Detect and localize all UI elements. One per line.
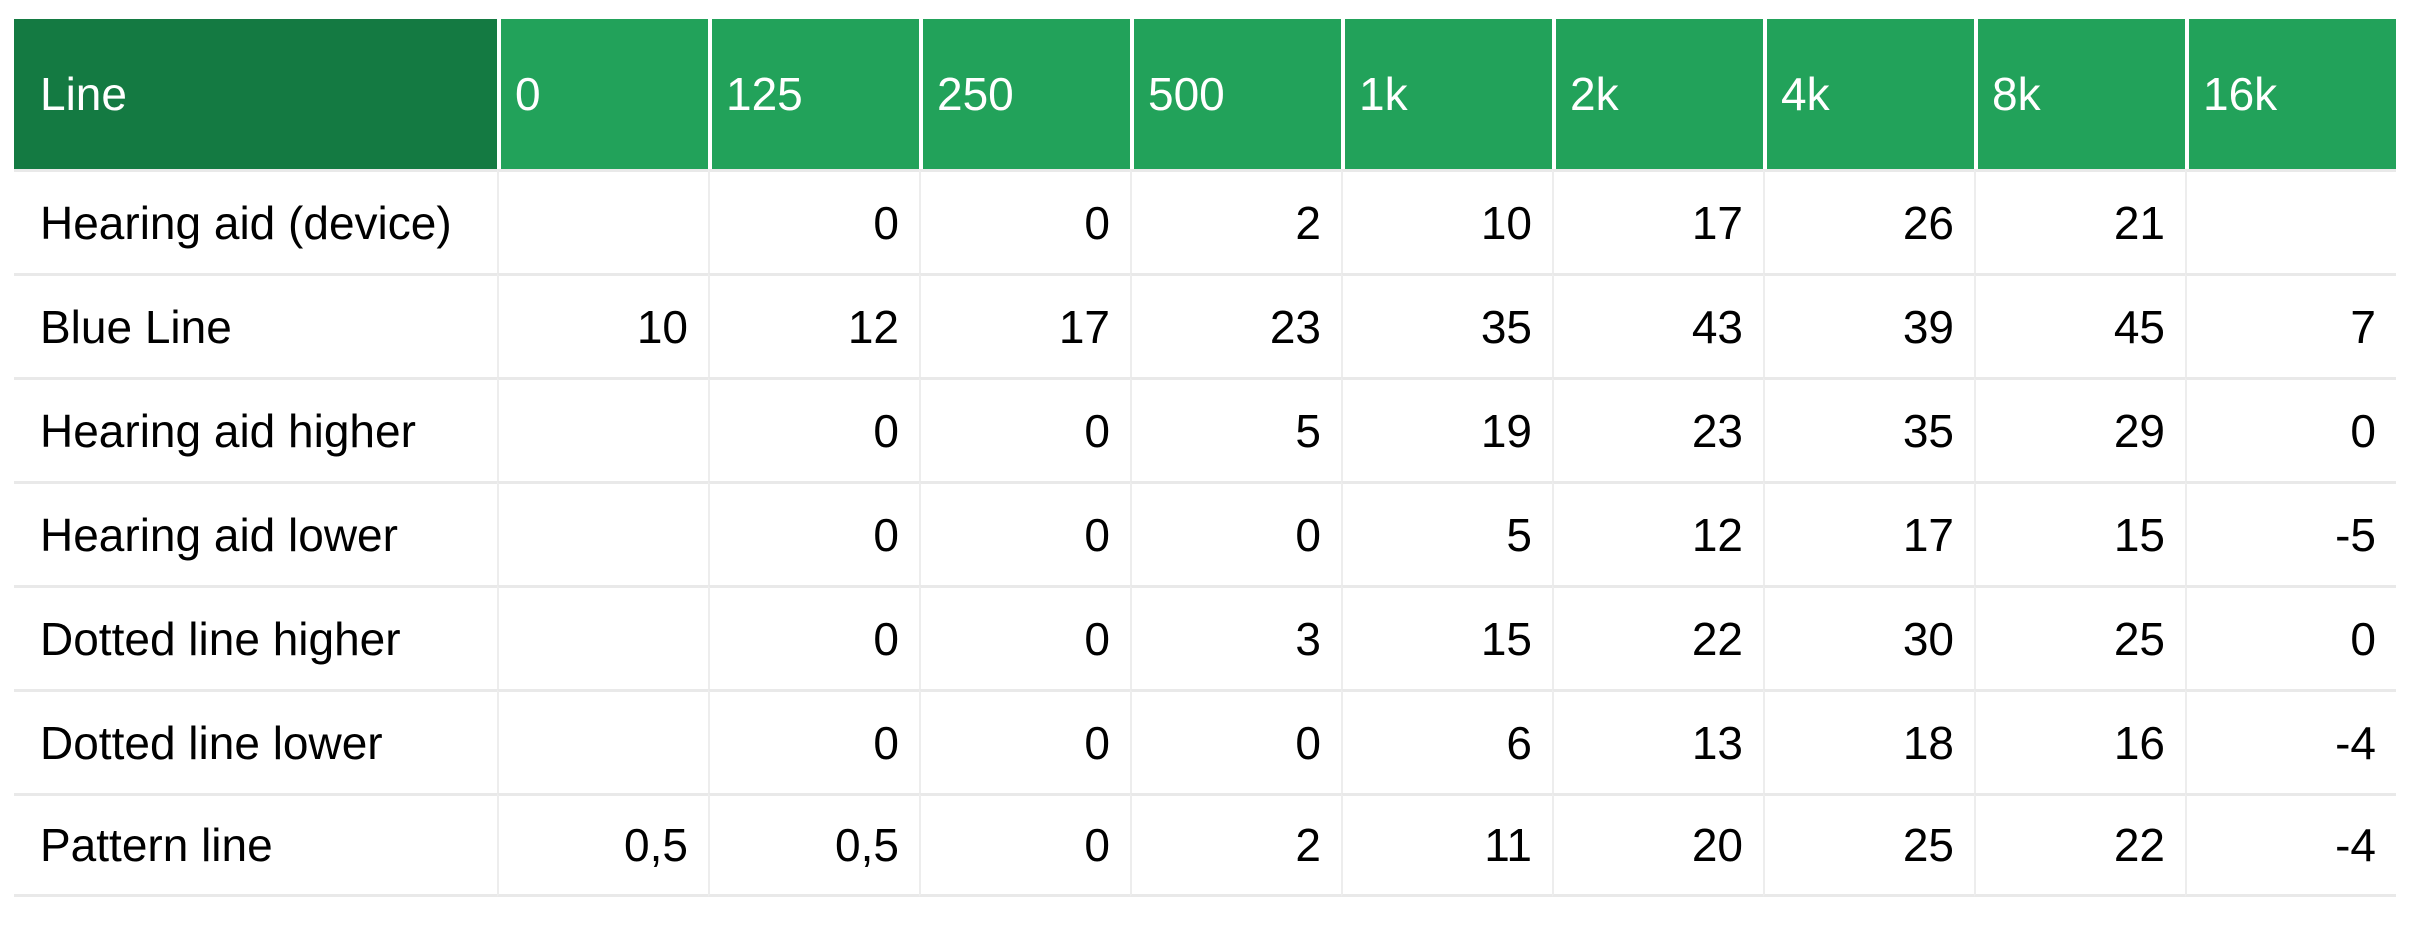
value-cell: 0	[708, 585, 919, 689]
table-row: Dotted line higher 0 0 3 15 22 30 25 0	[14, 585, 2396, 689]
value-cell: 23	[1552, 377, 1763, 481]
value-cell: 15	[1341, 585, 1552, 689]
table-row: Hearing aid higher 0 0 5 19 23 35 29 0	[14, 377, 2396, 481]
value-cell: 17	[1763, 481, 1974, 585]
value-cell: 0	[919, 169, 1130, 273]
header-row: Line 0 125 250 500 1k 2k 4k 8k 16k	[14, 19, 2396, 169]
column-header-2k: 2k	[1552, 19, 1763, 169]
value-cell: 25	[1763, 793, 1974, 897]
value-cell: 45	[1974, 273, 2185, 377]
value-cell: -4	[2185, 793, 2396, 897]
value-cell	[497, 169, 708, 273]
value-cell: 0	[708, 481, 919, 585]
value-cell: 17	[919, 273, 1130, 377]
value-cell: 0	[919, 793, 1130, 897]
value-cell: 0	[919, 585, 1130, 689]
table-row: Blue Line 10 12 17 23 35 43 39 45 7	[14, 273, 2396, 377]
column-header-8k: 8k	[1974, 19, 2185, 169]
value-cell: 17	[1552, 169, 1763, 273]
column-header-250: 250	[919, 19, 1130, 169]
row-label: Dotted line higher	[14, 585, 497, 689]
value-cell: 2	[1130, 169, 1341, 273]
value-cell	[497, 689, 708, 793]
value-cell: 35	[1763, 377, 1974, 481]
column-header-500: 500	[1130, 19, 1341, 169]
value-cell	[2185, 169, 2396, 273]
value-cell: 0,5	[708, 793, 919, 897]
value-cell: 26	[1763, 169, 1974, 273]
table-body: Hearing aid (device) 0 0 2 10 17 26 21 Blue Line…	[14, 169, 2396, 897]
value-cell: 0	[919, 689, 1130, 793]
value-cell: 16	[1974, 689, 2185, 793]
value-cell: 43	[1552, 273, 1763, 377]
value-cell: 30	[1763, 585, 1974, 689]
value-cell: 12	[708, 273, 919, 377]
row-label: Hearing aid (device)	[14, 169, 497, 273]
value-cell: 18	[1763, 689, 1974, 793]
value-cell: 7	[2185, 273, 2396, 377]
value-cell: 21	[1974, 169, 2185, 273]
value-cell	[497, 377, 708, 481]
column-header-line: Line	[14, 19, 497, 169]
value-cell: 2	[1130, 793, 1341, 897]
column-header-1k: 1k	[1341, 19, 1552, 169]
row-label: Hearing aid higher	[14, 377, 497, 481]
value-cell: 0	[1130, 689, 1341, 793]
table-row: Pattern line 0,5 0,5 0 2 11 20 25 22 -4	[14, 793, 2396, 897]
row-label: Dotted line lower	[14, 689, 497, 793]
value-cell: 12	[1552, 481, 1763, 585]
column-header-16k: 16k	[2185, 19, 2396, 169]
value-cell: 0,5	[497, 793, 708, 897]
value-cell: 10	[1341, 169, 1552, 273]
value-cell: 22	[1974, 793, 2185, 897]
value-cell: -4	[2185, 689, 2396, 793]
table-row: Hearing aid (device) 0 0 2 10 17 26 21	[14, 169, 2396, 273]
table-row: Hearing aid lower 0 0 0 5 12 17 15 -5	[14, 481, 2396, 585]
value-cell: 19	[1341, 377, 1552, 481]
value-cell: 0	[708, 377, 919, 481]
row-label: Blue Line	[14, 273, 497, 377]
value-cell: 23	[1130, 273, 1341, 377]
table-row: Dotted line lower 0 0 0 6 13 18 16 -4	[14, 689, 2396, 793]
value-cell: 0	[2185, 585, 2396, 689]
frequency-data-table: Line 0 125 250 500 1k 2k 4k 8k 16k Hearing aid (d…	[14, 19, 2396, 897]
row-label: Pattern line	[14, 793, 497, 897]
value-cell: 20	[1552, 793, 1763, 897]
column-header-0: 0	[497, 19, 708, 169]
row-label: Hearing aid lower	[14, 481, 497, 585]
value-cell: 3	[1130, 585, 1341, 689]
frequency-table-container: Line 0 125 250 500 1k 2k 4k 8k 16k Hearing aid (d…	[14, 19, 2396, 897]
value-cell: 15	[1974, 481, 2185, 585]
value-cell: 0	[1130, 481, 1341, 585]
value-cell: 0	[919, 377, 1130, 481]
value-cell	[497, 481, 708, 585]
value-cell: 6	[1341, 689, 1552, 793]
value-cell: 0	[708, 169, 919, 273]
value-cell: 29	[1974, 377, 2185, 481]
table-head: Line 0 125 250 500 1k 2k 4k 8k 16k	[14, 19, 2396, 169]
value-cell: 11	[1341, 793, 1552, 897]
value-cell: -5	[2185, 481, 2396, 585]
column-header-125: 125	[708, 19, 919, 169]
value-cell: 0	[708, 689, 919, 793]
value-cell: 35	[1341, 273, 1552, 377]
value-cell	[497, 585, 708, 689]
value-cell: 22	[1552, 585, 1763, 689]
column-header-4k: 4k	[1763, 19, 1974, 169]
value-cell: 39	[1763, 273, 1974, 377]
value-cell: 5	[1130, 377, 1341, 481]
value-cell: 13	[1552, 689, 1763, 793]
value-cell: 10	[497, 273, 708, 377]
value-cell: 0	[919, 481, 1130, 585]
value-cell: 0	[2185, 377, 2396, 481]
value-cell: 25	[1974, 585, 2185, 689]
value-cell: 5	[1341, 481, 1552, 585]
